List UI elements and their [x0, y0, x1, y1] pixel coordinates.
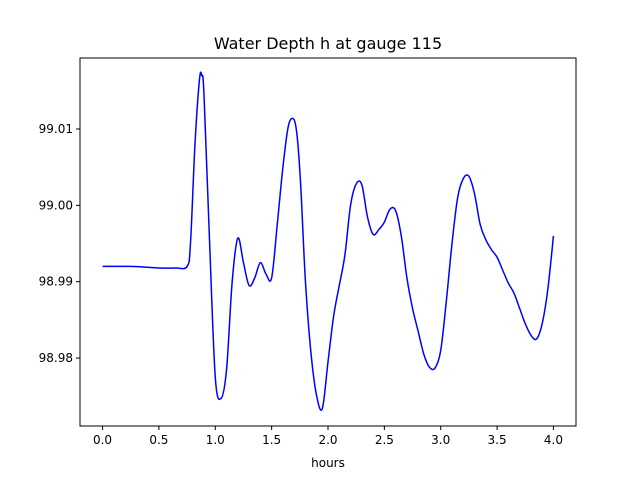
x-axis-label: hours — [311, 456, 345, 470]
x-tick-label: 2.0 — [318, 433, 337, 447]
y-tick-label: 98.98 — [39, 351, 73, 365]
y-axis-ticks: 98.98 98.99 99.00 99.01 — [39, 122, 80, 365]
chart-title: Water Depth h at gauge 115 — [214, 34, 442, 53]
x-tick-label: 2.5 — [375, 433, 394, 447]
x-tick-label: 3.0 — [431, 433, 450, 447]
x-axis-ticks: 0.0 0.5 1.0 1.5 2.0 2.5 3.0 3.5 4.0 — [93, 426, 563, 447]
y-tick-label: 98.99 — [39, 275, 73, 289]
y-tick-label: 99.01 — [39, 122, 73, 136]
x-tick-label: 1.0 — [206, 433, 225, 447]
x-tick-label: 4.0 — [544, 433, 563, 447]
y-tick-label: 99.00 — [39, 198, 73, 212]
x-tick-label: 0.5 — [149, 433, 168, 447]
x-tick-label: 3.5 — [488, 433, 507, 447]
x-tick-label: 1.5 — [262, 433, 281, 447]
series-line-0 — [102, 71, 555, 411]
x-tick-label: 0.0 — [93, 433, 112, 447]
